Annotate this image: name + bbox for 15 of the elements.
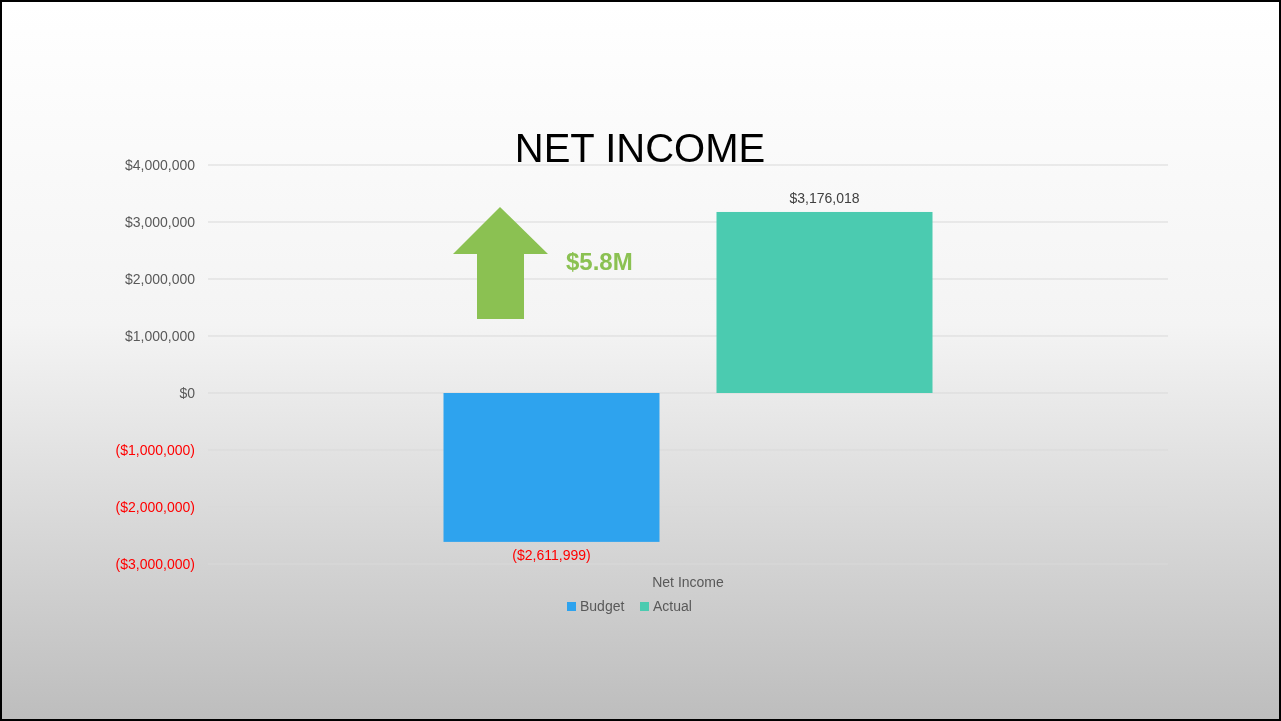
y-tick-label: ($2,000,000) (115, 499, 195, 515)
data-label: ($2,611,999) (512, 546, 591, 563)
legend-label: Budget (580, 598, 625, 614)
y-tick-label: $3,000,000 (124, 214, 196, 230)
y-tick-label: ($1,000,000) (115, 442, 195, 458)
annotation: $5.8M (566, 248, 633, 275)
y-tick-label: ($3,000,000) (115, 556, 195, 572)
y-tick-label: $0 (179, 385, 196, 401)
y-tick-label: $4,000,000 (124, 157, 196, 173)
data-label: $3,176,018 (789, 189, 860, 206)
y-tick-label: $2,000,000 (124, 271, 196, 287)
x-tick-label: Net Income (652, 574, 724, 590)
legend-label: Actual (653, 598, 692, 614)
chart-title: NET INCOME (514, 126, 766, 170)
y-tick-label: $1,000,000 (124, 328, 196, 344)
